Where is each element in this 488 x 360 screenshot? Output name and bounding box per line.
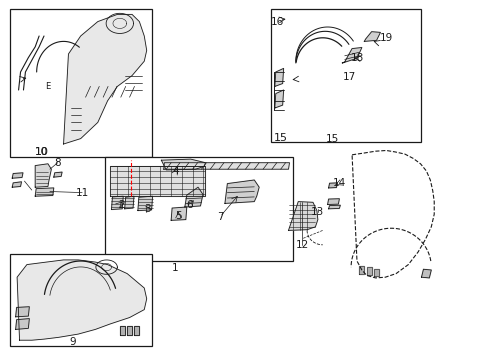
Text: 10: 10 <box>35 147 48 157</box>
Polygon shape <box>134 326 139 335</box>
Polygon shape <box>274 90 283 108</box>
Text: 14: 14 <box>332 178 346 188</box>
Text: Е: Е <box>45 82 50 91</box>
Polygon shape <box>373 269 378 276</box>
Polygon shape <box>54 172 62 177</box>
Text: 1: 1 <box>171 263 178 273</box>
Polygon shape <box>163 163 289 169</box>
Text: 16: 16 <box>270 17 284 27</box>
Text: 12: 12 <box>295 240 308 250</box>
Polygon shape <box>342 48 361 63</box>
Text: 6: 6 <box>186 200 193 210</box>
Polygon shape <box>328 183 337 188</box>
Text: 2: 2 <box>118 200 124 210</box>
Polygon shape <box>35 188 54 196</box>
Polygon shape <box>328 205 340 209</box>
Polygon shape <box>63 14 146 144</box>
Text: 11: 11 <box>75 188 89 198</box>
Bar <box>105 157 293 261</box>
Polygon shape <box>120 326 124 335</box>
Polygon shape <box>17 260 146 340</box>
Text: 13: 13 <box>310 207 324 217</box>
Polygon shape <box>359 266 364 274</box>
Polygon shape <box>12 182 21 187</box>
Polygon shape <box>274 68 283 86</box>
Text: 7: 7 <box>216 212 223 222</box>
Text: 15: 15 <box>274 132 287 143</box>
Text: 19: 19 <box>379 33 392 43</box>
Text: 18: 18 <box>349 53 363 63</box>
Polygon shape <box>364 32 380 41</box>
Text: 10: 10 <box>35 147 48 157</box>
Text: 15: 15 <box>325 134 339 144</box>
Polygon shape <box>161 159 205 170</box>
Polygon shape <box>12 173 23 178</box>
Polygon shape <box>421 269 430 278</box>
Polygon shape <box>327 199 339 204</box>
Text: 9: 9 <box>69 337 76 347</box>
Polygon shape <box>184 187 203 207</box>
Polygon shape <box>127 326 132 335</box>
Polygon shape <box>16 307 29 317</box>
Text: 5: 5 <box>175 211 182 221</box>
Polygon shape <box>124 196 134 209</box>
Text: 8: 8 <box>54 158 61 168</box>
Text: 17: 17 <box>342 72 356 82</box>
Polygon shape <box>288 202 317 230</box>
Polygon shape <box>138 196 152 211</box>
Polygon shape <box>35 164 51 187</box>
Polygon shape <box>110 166 205 196</box>
Bar <box>10 9 151 157</box>
Polygon shape <box>366 267 371 275</box>
Polygon shape <box>16 319 29 329</box>
Polygon shape <box>224 180 259 203</box>
Polygon shape <box>171 207 186 220</box>
Bar <box>10 254 151 346</box>
Text: 3: 3 <box>144 204 151 214</box>
Text: 4: 4 <box>172 166 179 176</box>
Bar <box>271 9 420 142</box>
Polygon shape <box>111 196 123 210</box>
